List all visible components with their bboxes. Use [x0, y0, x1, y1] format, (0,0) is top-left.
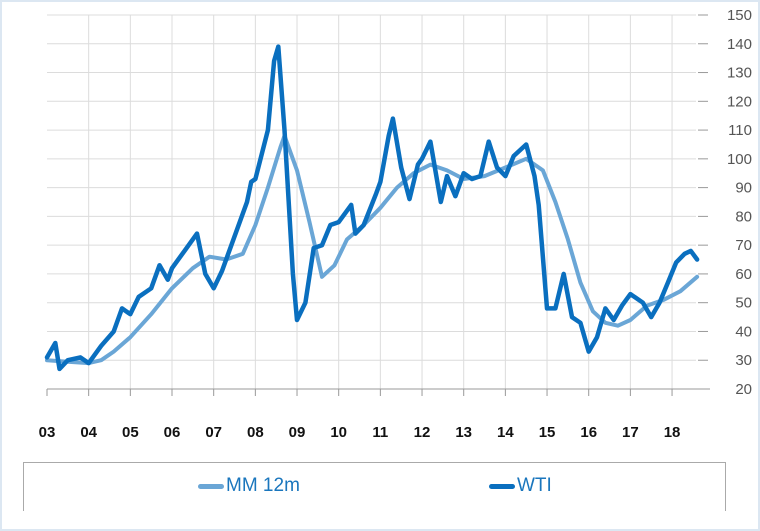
x-tick-label: 12 — [414, 424, 431, 441]
x-tick-label: 16 — [580, 424, 597, 441]
y-tick-label: 90 — [735, 180, 752, 197]
x-tick-label: 03 — [39, 424, 56, 441]
legend: MM 12m WTI — [23, 462, 726, 511]
x-tick-label: 14 — [497, 424, 514, 441]
x-tick-label: 07 — [205, 424, 222, 441]
x-tick-label: 05 — [122, 424, 139, 441]
x-tick-label: 17 — [622, 424, 639, 441]
y-tick-label: 130 — [727, 65, 752, 82]
x-tick-label: 15 — [539, 424, 556, 441]
y-tick-label: 80 — [735, 208, 752, 225]
x-tick-label: 08 — [247, 424, 264, 441]
y-tick-label: 100 — [727, 151, 752, 168]
y-tick-label: 70 — [735, 237, 752, 254]
y-tick-label: 60 — [735, 266, 752, 283]
y-tick-label: 140 — [727, 36, 752, 53]
y-tick-label: 20 — [735, 381, 752, 398]
legend-label: MM 12m — [226, 475, 300, 496]
legend-item-wti: WTI — [489, 475, 552, 497]
y-tick-label: 110 — [728, 122, 752, 139]
series-line-wti — [44, 44, 700, 372]
y-tick-label: 30 — [735, 352, 752, 369]
legend-label: WTI — [517, 475, 552, 496]
y-tick-label: 40 — [735, 323, 752, 340]
y-tick-label: 150 — [727, 7, 752, 24]
legend-item-mm12m: MM 12m — [198, 475, 300, 497]
x-tick-label: 04 — [80, 424, 97, 441]
x-tick-label: 18 — [664, 424, 681, 441]
x-tick-label: 11 — [372, 424, 388, 441]
legend-swatch-mm12m — [198, 483, 224, 489]
x-tick-label: 09 — [289, 424, 306, 441]
x-tick-label: 10 — [330, 424, 347, 441]
y-tick-label: 50 — [735, 295, 752, 312]
y-tick-label: 120 — [727, 93, 752, 110]
legend-swatch-wti — [489, 483, 515, 489]
x-tick-label: 06 — [164, 424, 181, 441]
x-tick-label: 13 — [455, 424, 472, 441]
